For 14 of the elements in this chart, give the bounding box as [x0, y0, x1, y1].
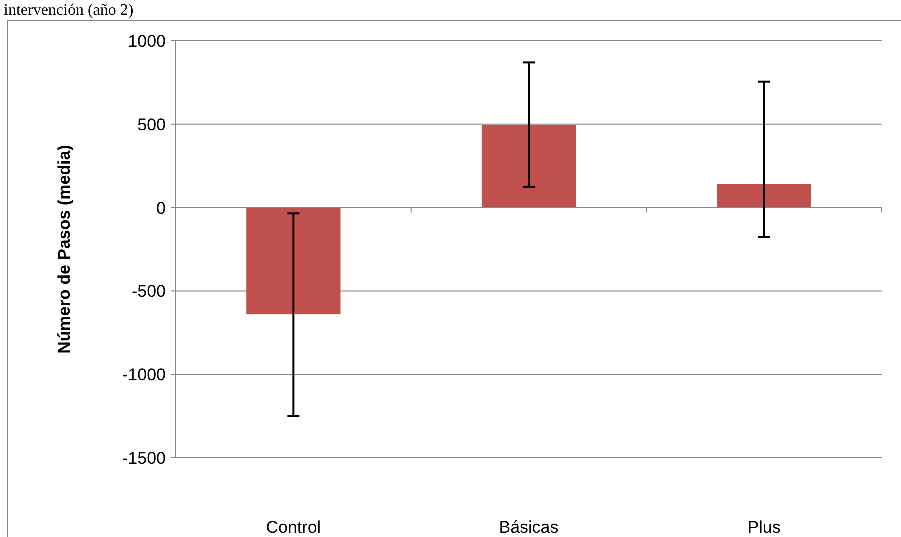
- x-tick-label: Control: [266, 518, 322, 537]
- bar: [482, 125, 576, 208]
- bar: [717, 184, 812, 208]
- chart-title: intervención (año 2): [4, 2, 134, 19]
- y-axis-title: Número de Pasos (media): [55, 145, 74, 354]
- y-tick-label: 0: [156, 198, 166, 218]
- y-tick-label: -500: [132, 282, 166, 302]
- y-tick-label: 1000: [128, 32, 166, 51]
- y-tick-label: -1000: [122, 366, 166, 385]
- y-tick-label: 500: [138, 115, 166, 134]
- x-tick-label: Básicas: [499, 518, 559, 537]
- x-tick-label: Plus: [748, 518, 781, 537]
- y-tick-label: -1500: [122, 448, 166, 468]
- bar: [246, 208, 341, 315]
